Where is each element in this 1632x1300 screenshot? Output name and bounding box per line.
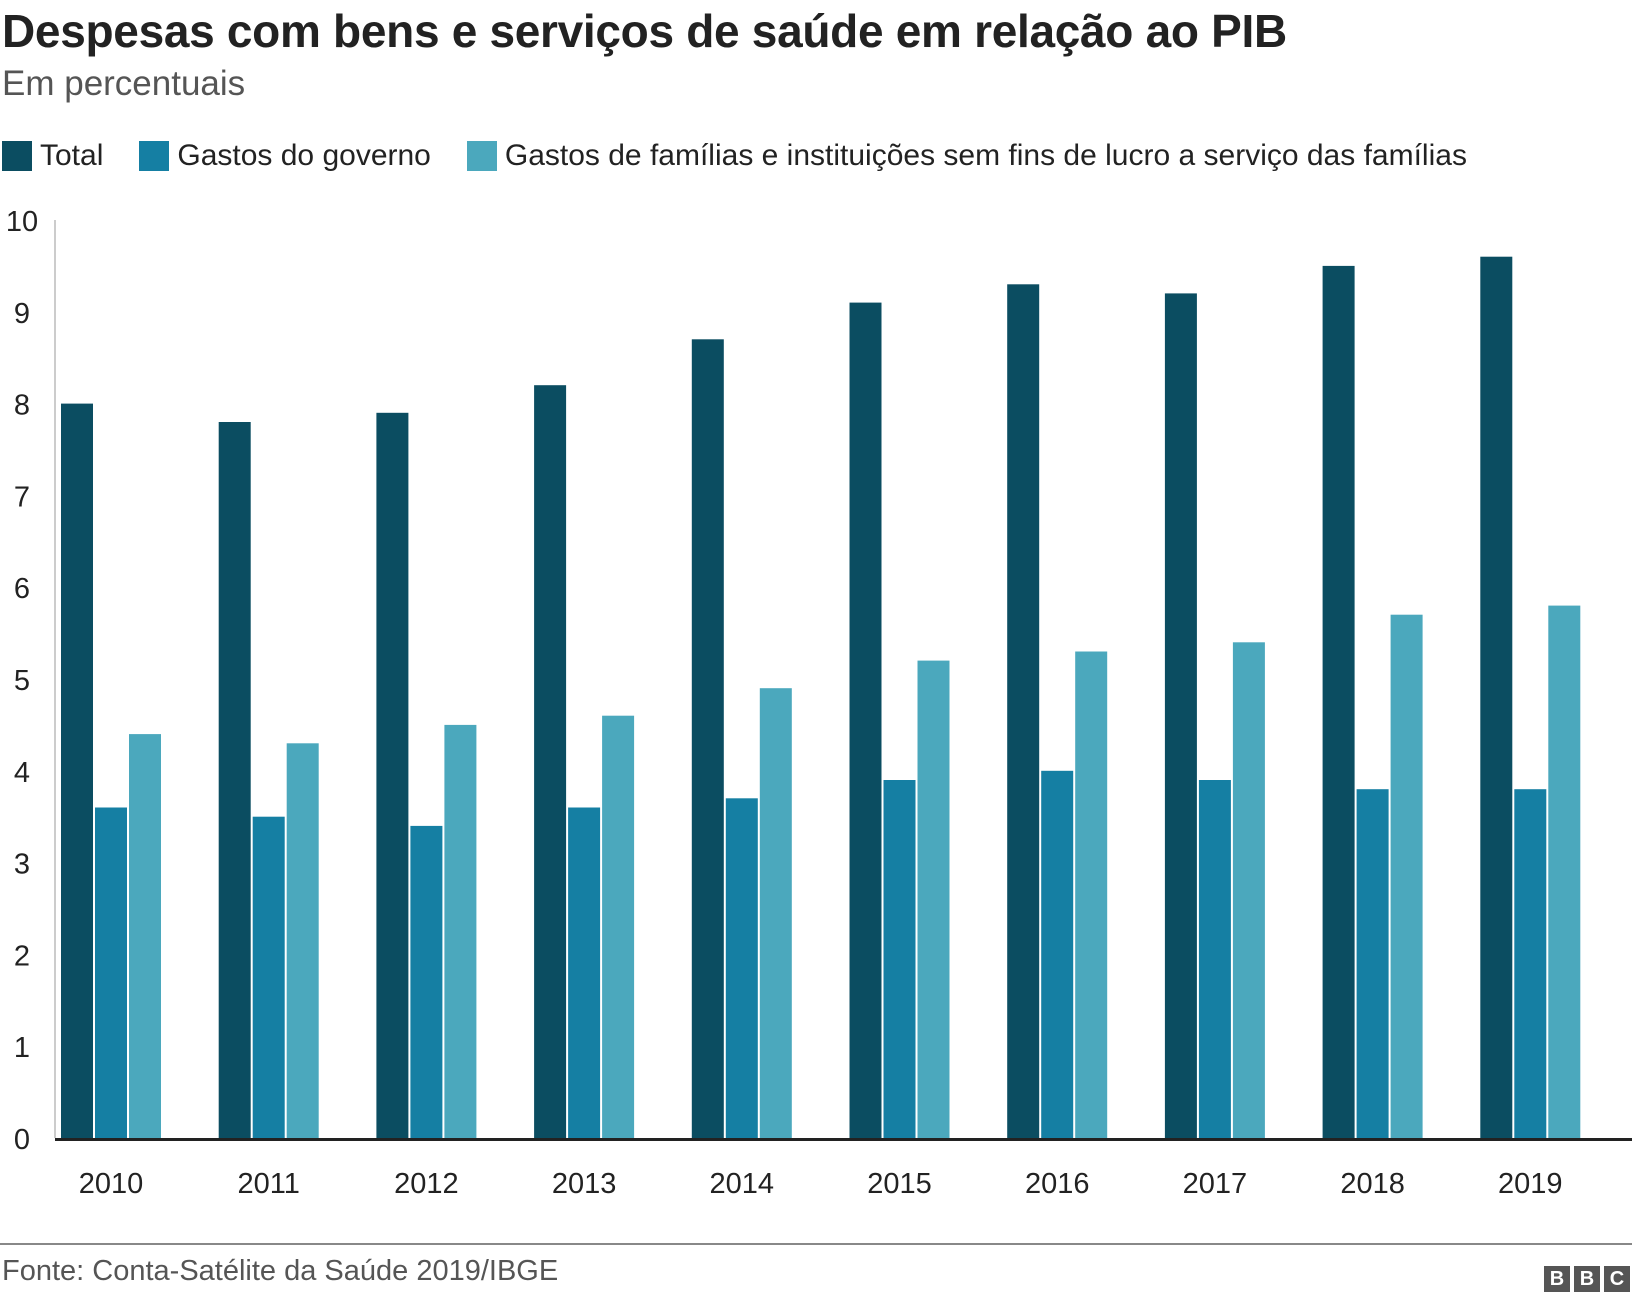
bar-households-2016 — [1075, 651, 1108, 1138]
bar-households-2011 — [286, 743, 319, 1138]
bar-total-2011 — [218, 422, 251, 1138]
y-tick-label: 8 — [14, 390, 30, 422]
bar-households-2012 — [444, 724, 477, 1138]
bar-households-2013 — [602, 715, 635, 1138]
x-tick-label: 2015 — [867, 1168, 932, 1200]
x-tick-label: 2014 — [710, 1168, 775, 1200]
bar-government-2019 — [1514, 789, 1547, 1138]
bar-households-2014 — [759, 688, 792, 1138]
y-tick-label: 2 — [14, 940, 30, 972]
bar-total-2010 — [61, 403, 93, 1139]
bar-total-2014 — [691, 339, 724, 1138]
bar-total-2012 — [376, 412, 409, 1138]
legend-item-government: Gastos do governo — [139, 139, 431, 173]
legend-swatch-households — [466, 141, 497, 171]
y-tick-label: 5 — [14, 665, 30, 697]
bar-total-2019 — [1480, 256, 1513, 1138]
chart-title: Despesas com bens e serviços de saúde em… — [2, 5, 1287, 57]
y-tick-label: 3 — [14, 849, 30, 881]
legend-item-total: Total — [2, 139, 103, 173]
legend-label-households: Gastos de famílias e instituições sem fi… — [504, 139, 1467, 172]
y-tick-label: 6 — [14, 573, 30, 605]
bar-government-2011 — [252, 816, 285, 1138]
y-tick-label: 10 — [6, 206, 38, 238]
y-tick-label: 7 — [14, 481, 30, 513]
bbc-logo-block: C — [1604, 1266, 1630, 1292]
bar-households-2010 — [129, 734, 161, 1138]
y-tick-label: 4 — [14, 757, 30, 789]
bar-government-2014 — [725, 798, 758, 1138]
bar-government-2017 — [1198, 780, 1231, 1138]
bbc-logo-block: B — [1544, 1266, 1570, 1292]
x-tick-label: 2012 — [394, 1168, 459, 1200]
bar-government-2016 — [1041, 770, 1074, 1138]
y-axis: 0 1 2 3 4 5 6 7 8 9 10 — [6, 206, 56, 1156]
x-tick-label: 2019 — [1498, 1168, 1563, 1200]
x-tick-label: 2016 — [1025, 1168, 1090, 1200]
x-tick-label: 2018 — [1340, 1168, 1405, 1200]
bar-households-2018 — [1390, 614, 1423, 1138]
chart-subtitle: Em percentuais — [2, 64, 246, 103]
x-tick-label: 2017 — [1183, 1168, 1248, 1200]
source-note: Fonte: Conta-Satélite da Saúde 2019/IBGE — [2, 1255, 559, 1287]
bar-total-2018 — [1322, 265, 1355, 1138]
bar-households-2019 — [1548, 605, 1581, 1138]
legend-swatch-total — [2, 141, 32, 171]
bar-government-2015 — [883, 780, 916, 1138]
legend-label-government: Gastos do governo — [177, 139, 431, 172]
bar-total-2015 — [849, 302, 882, 1139]
bbc-logo-block: B — [1574, 1266, 1600, 1292]
bars — [61, 256, 1581, 1139]
x-tick-label: 2011 — [238, 1168, 300, 1200]
bar-total-2013 — [534, 385, 567, 1138]
legend: Total Gastos do governo Gastos de famíli… — [2, 136, 1503, 176]
footer-divider — [0, 1243, 1632, 1245]
bar-government-2010 — [95, 807, 127, 1138]
legend-swatch-government — [139, 141, 170, 171]
bbc-logo: B B C — [1540, 1266, 1630, 1292]
x-axis: 2010 2011 2012 2013 2014 2015 2016 2017 2018 2019 — [55, 1138, 1632, 1200]
bar-households-2015 — [917, 660, 950, 1138]
bar-total-2017 — [1164, 293, 1197, 1138]
x-tick-label: 2013 — [552, 1168, 617, 1200]
x-tick-label: 2010 — [79, 1168, 144, 1200]
legend-item-households: Gastos de famílias e instituições sem fi… — [466, 139, 1467, 173]
y-tick-label: 0 — [14, 1124, 30, 1156]
y-tick-label: 1 — [14, 1032, 30, 1064]
bar-total-2016 — [1007, 284, 1040, 1138]
bar-government-2018 — [1356, 789, 1389, 1138]
bar-households-2017 — [1232, 642, 1265, 1138]
bar-government-2013 — [568, 807, 601, 1138]
y-tick-label: 9 — [14, 298, 30, 330]
legend-label-total: Total — [40, 139, 104, 172]
bar-government-2012 — [410, 825, 443, 1138]
